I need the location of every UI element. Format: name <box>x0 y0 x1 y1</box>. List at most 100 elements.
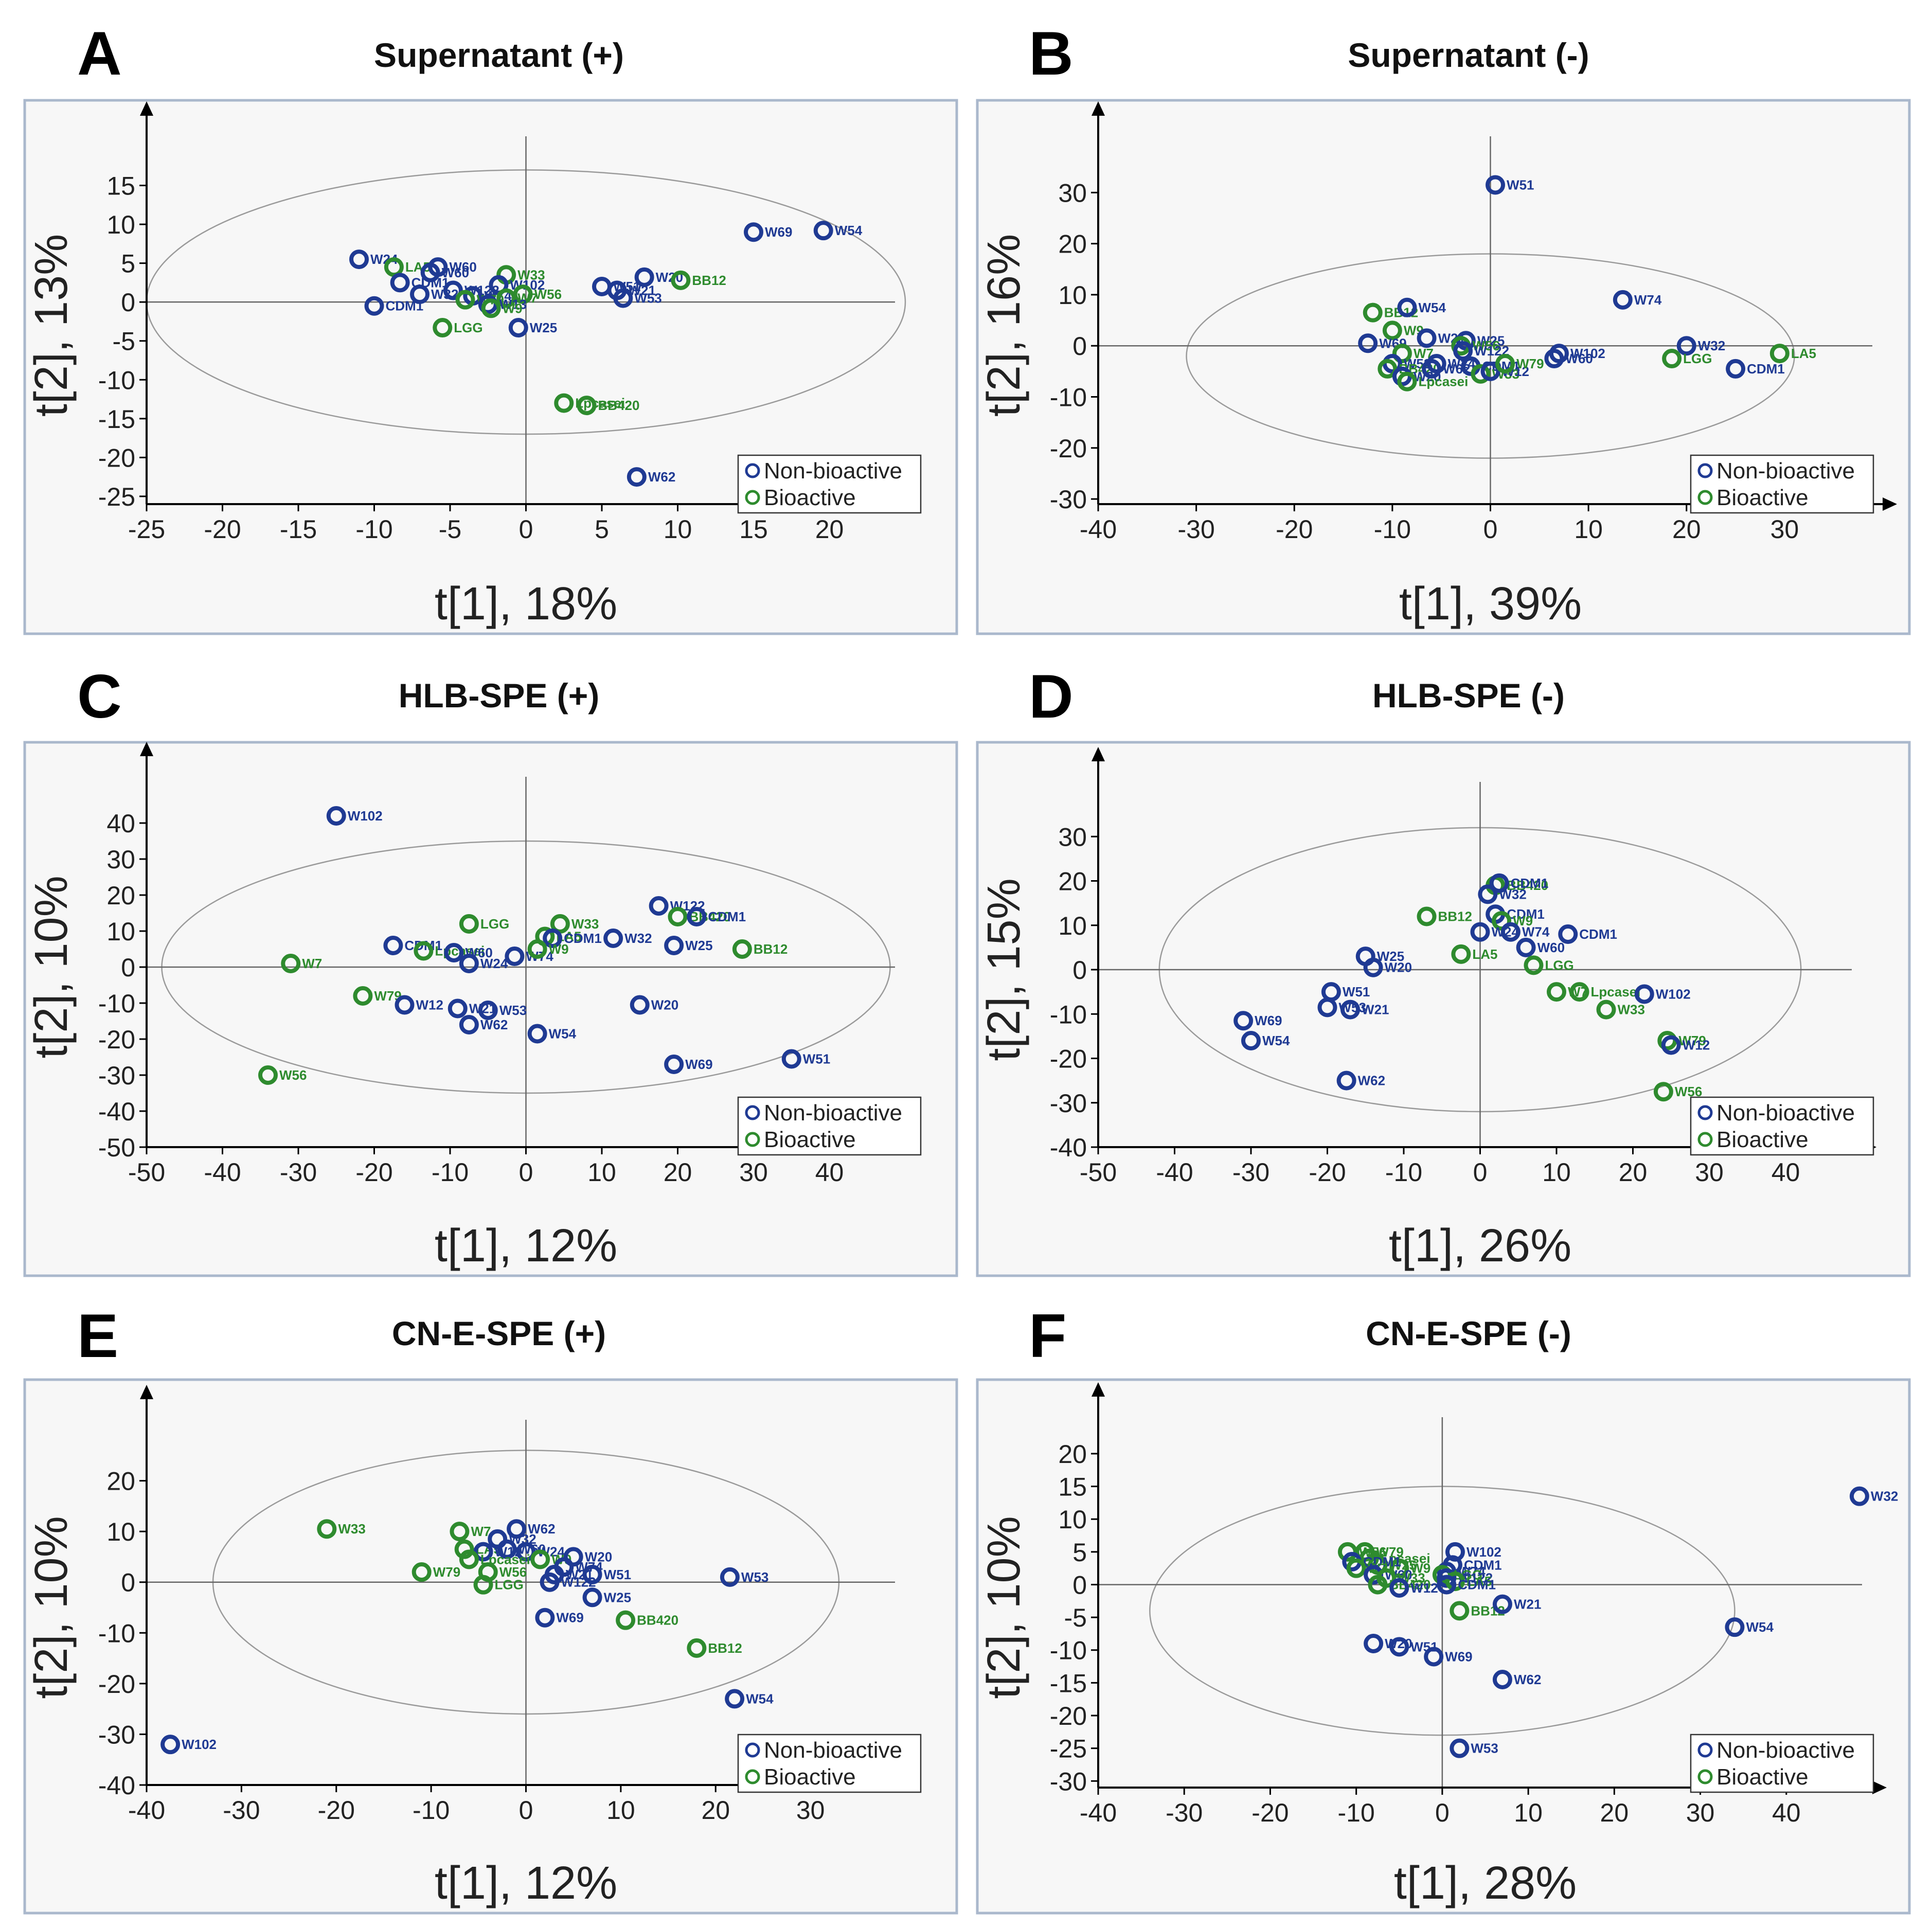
point-label: LGG <box>1545 957 1573 973</box>
x-tick-label: -30 <box>1166 1798 1203 1827</box>
x-tick-label: -40 <box>1080 515 1117 544</box>
panel-title: Supernatant (-) <box>1348 36 1589 74</box>
x-axis-arrow <box>1883 497 1897 511</box>
data-point <box>550 914 570 934</box>
y-axis-arrow <box>140 101 153 116</box>
point-label: W53 <box>1471 1741 1498 1756</box>
y-tick-label: 5 <box>1072 1538 1087 1567</box>
panel-letter: F <box>1029 1301 1066 1370</box>
point-label: CDM1 <box>1464 1557 1502 1573</box>
panel-frame <box>976 741 1911 1277</box>
data-point <box>507 1519 527 1539</box>
y-tick-label: 0 <box>1072 1570 1087 1599</box>
legend-label-bioactive: Bioactive <box>1716 485 1809 510</box>
point-label: W33 <box>1398 1570 1425 1586</box>
x-tick-label: -40 <box>128 1796 165 1825</box>
y-tick-label: 10 <box>106 210 135 239</box>
point-label: W32 <box>1499 886 1526 902</box>
point-label: W56 <box>499 1564 527 1580</box>
legend-box <box>737 454 922 514</box>
x-tick-label: 10 <box>1542 1158 1571 1187</box>
point-label: W51 <box>1343 984 1370 999</box>
point-label: W60 <box>1565 351 1593 366</box>
point-label: W21 <box>1514 1597 1541 1612</box>
y-tick-label: -40 <box>98 1771 135 1800</box>
x-tick-label: -10 <box>432 1158 469 1187</box>
point-label: W21 <box>629 283 656 298</box>
data-point <box>1489 873 1509 893</box>
point-label: W69 <box>556 1610 583 1626</box>
y-tick-label: 30 <box>106 845 135 874</box>
data-point <box>1426 353 1446 373</box>
data-point <box>687 907 707 926</box>
data-point <box>1424 1647 1444 1667</box>
x-tick-label: 20 <box>1672 515 1701 544</box>
point-label: W62 <box>1514 1672 1541 1687</box>
y-tick-label: 0 <box>1072 956 1087 985</box>
data-point <box>543 929 563 948</box>
point-label: LGG <box>480 916 509 932</box>
data-point <box>496 288 516 308</box>
x-tick-label: -30 <box>1177 515 1214 544</box>
y-axis-label: t[2], 13% <box>26 234 77 417</box>
y-tick-label: -40 <box>1050 1133 1087 1162</box>
point-label: W56 <box>534 287 562 302</box>
y-axis-label: t[2], 10% <box>978 1516 1030 1699</box>
data-point <box>160 1735 181 1755</box>
data-point <box>455 290 475 310</box>
point-label: W51 <box>604 1567 631 1582</box>
x-tick-label: -25 <box>128 515 165 544</box>
point-label: W7 <box>517 291 538 306</box>
y-tick-label: 10 <box>1058 912 1087 940</box>
data-point <box>527 1024 547 1044</box>
data-point <box>364 296 384 316</box>
data-point <box>481 298 501 318</box>
x-tick-label: -20 <box>1276 515 1313 544</box>
data-point <box>527 939 547 959</box>
point-label: W25 <box>685 938 712 953</box>
point-label: W69 <box>685 1057 712 1072</box>
data-point <box>1358 333 1378 353</box>
point-label: W12 <box>1410 1580 1438 1596</box>
y-tick-label: 20 <box>106 1467 135 1496</box>
data-point <box>1346 1558 1366 1578</box>
data-point <box>1676 336 1696 356</box>
y-tick-label: -20 <box>1050 434 1087 463</box>
data-point <box>1558 924 1578 944</box>
y-tick-label: 0 <box>121 1568 135 1597</box>
legend-marker-bioactive <box>745 490 760 505</box>
data-point <box>732 939 752 959</box>
data-point <box>725 1689 745 1709</box>
legend-label-bioactive: Bioactive <box>764 485 856 510</box>
y-tick-label: -15 <box>98 405 135 434</box>
data-point <box>1364 1634 1384 1653</box>
y-tick-label: 20 <box>1058 230 1087 259</box>
y-tick-label: -20 <box>98 1670 135 1699</box>
data-point <box>1397 371 1417 391</box>
point-label: W69 <box>1255 1013 1282 1028</box>
data-point <box>1516 937 1536 957</box>
point-label: LA5 <box>1472 947 1497 962</box>
data-point <box>668 907 688 926</box>
point-label: W122 <box>561 1575 596 1590</box>
data-point <box>414 941 434 961</box>
point-label: CDM1 <box>1458 1577 1496 1592</box>
data-point <box>1634 984 1654 1004</box>
point-label: W7 <box>471 1524 491 1539</box>
x-tick-label: -20 <box>204 515 241 544</box>
x-axis-label: t[1], 12% <box>435 1220 617 1272</box>
point-label: W69 <box>1445 1649 1472 1664</box>
data-point <box>497 1539 517 1559</box>
x-axis-label: t[1], 12% <box>435 1858 617 1909</box>
panel-frame <box>23 99 958 635</box>
point-label: W33 <box>1618 1002 1645 1017</box>
y-tick-label: 10 <box>106 917 135 946</box>
data-point <box>478 1001 498 1020</box>
data-point <box>603 929 623 948</box>
x-tick-label: -10 <box>1385 1158 1422 1187</box>
data-point <box>563 1547 583 1567</box>
point-label: W33 <box>338 1521 365 1537</box>
point-label: CDM1 <box>1579 926 1617 942</box>
point-label: W12 <box>416 997 443 1013</box>
